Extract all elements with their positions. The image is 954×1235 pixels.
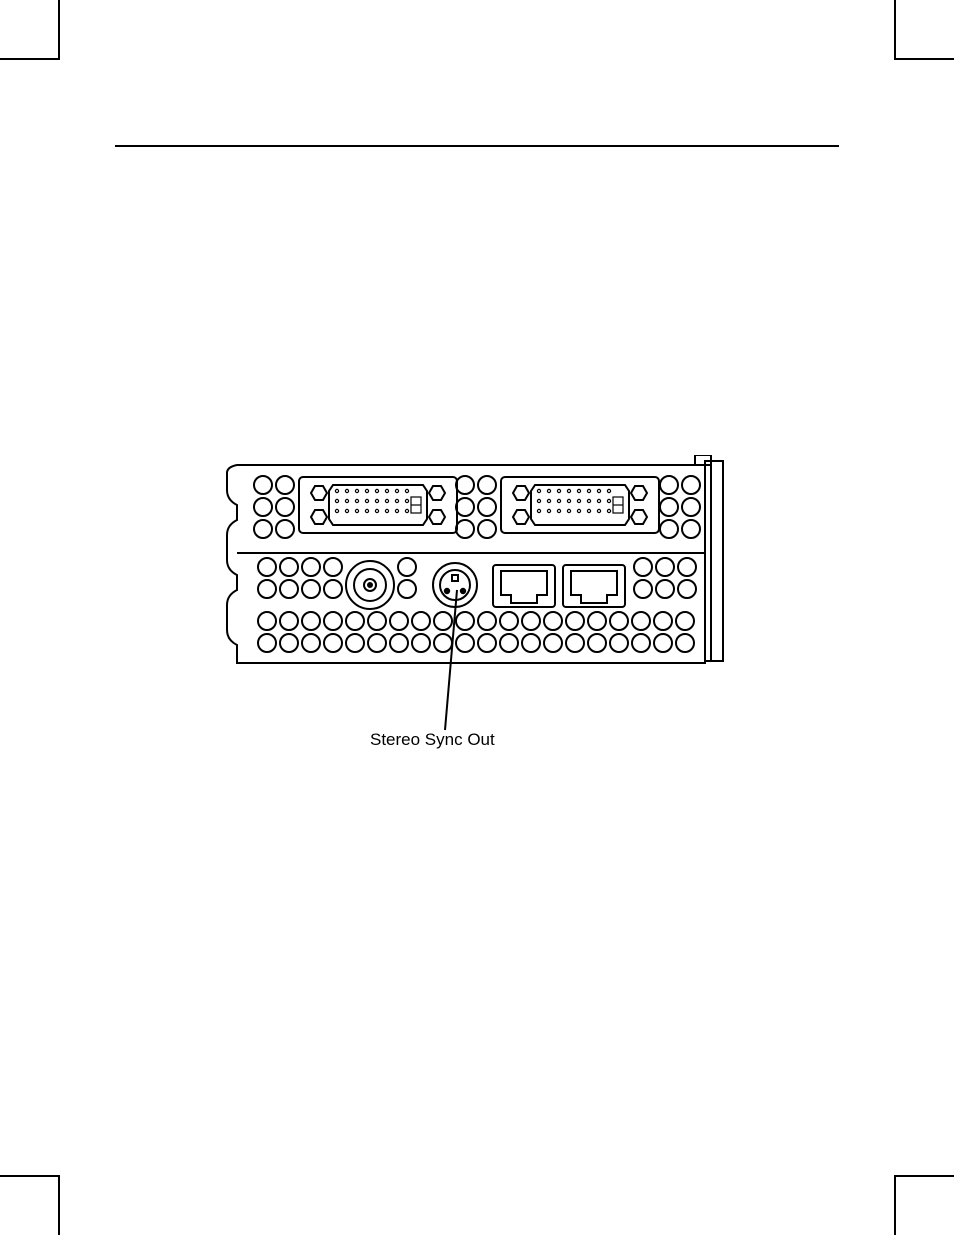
dvi-port-1 xyxy=(299,477,457,533)
rj45-port-2 xyxy=(563,565,625,607)
crop-mark xyxy=(894,58,954,60)
crop-mark xyxy=(894,1175,954,1177)
header-rule xyxy=(115,145,839,147)
bnc-port xyxy=(346,561,394,609)
crop-mark xyxy=(58,1175,60,1235)
vent-holes-bottom xyxy=(258,612,694,652)
crop-mark xyxy=(0,1175,60,1177)
rj45-port-1 xyxy=(493,565,555,607)
crop-mark xyxy=(0,58,60,60)
crop-mark xyxy=(894,0,896,60)
io-bracket-diagram xyxy=(225,455,730,680)
crop-mark xyxy=(58,0,60,60)
mini-din-port xyxy=(433,563,477,607)
vent-holes-mid xyxy=(258,558,696,598)
dvi-port-2 xyxy=(501,477,659,533)
callout-label-stereo-sync-out: Stereo Sync Out xyxy=(370,730,495,750)
crop-mark xyxy=(894,1175,896,1235)
